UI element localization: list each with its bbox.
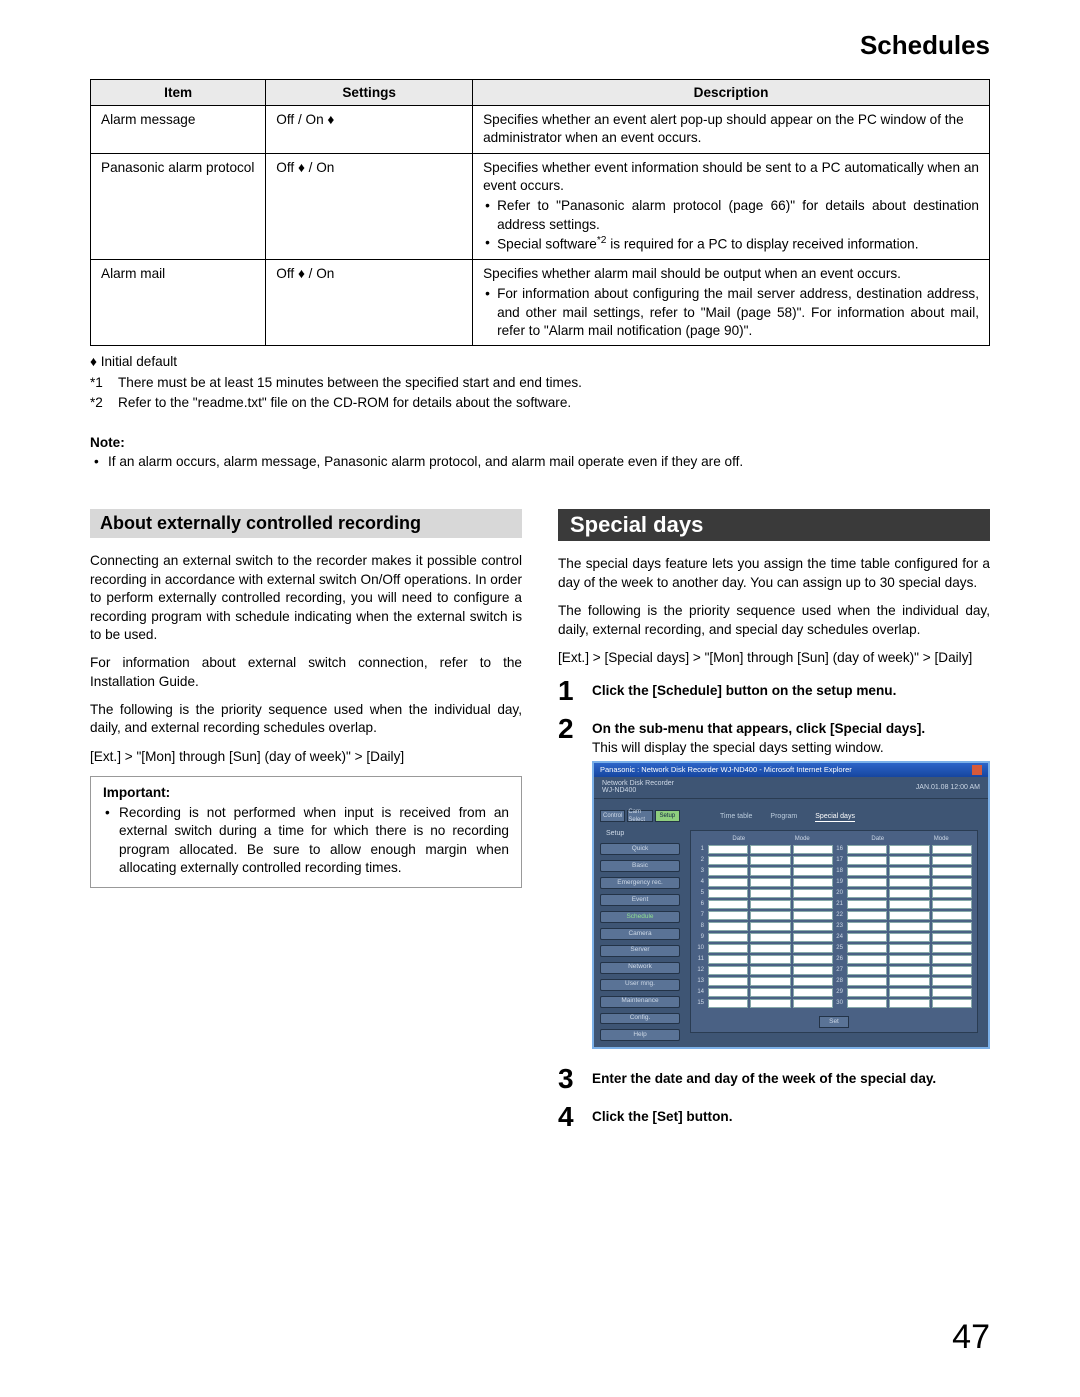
shot-tabs: Time table Program Special days [690, 810, 978, 824]
shot-side-btn: Quick [600, 843, 680, 855]
note-item: If an alarm occurs, alarm message, Panas… [90, 454, 990, 469]
table-row: Alarm mail Off ♦ / On Specifies whether … [91, 259, 990, 345]
shot-title: Panasonic : Network Disk Recorder WJ-ND4… [600, 765, 852, 775]
desc-bullet: For information about configuring the ma… [483, 285, 979, 340]
table-row: Alarm message Off / On ♦ Specifies wheth… [91, 106, 990, 154]
shot-btn: Cam Select [627, 810, 652, 822]
shot-grid: Date Mode Date Mode 11621731841952062172… [690, 830, 978, 1033]
close-icon [972, 765, 982, 775]
important-item: Recording is not performed when input is… [103, 804, 509, 877]
shot-btn: Control [600, 810, 625, 822]
page-title: Schedules [90, 30, 990, 61]
step-number: 1 [558, 677, 592, 705]
shot-btn: Setup [655, 810, 680, 822]
note-heading: Note: [90, 435, 990, 450]
paragraph: The following is the priority sequence u… [558, 602, 990, 639]
step-subtext: This will display the special days setti… [592, 740, 884, 755]
cell-desc: Specifies whether an event alert pop-up … [473, 106, 990, 154]
screenshot-special-days: Panasonic : Network Disk Recorder WJ-ND4… [592, 761, 990, 1050]
shot-side-btn: Camera [600, 928, 680, 940]
cell-desc: Specifies whether event information shou… [473, 153, 990, 259]
step-text: Click the [Schedule] button on the setup… [592, 683, 896, 698]
shot-model: WJ-ND400 [602, 787, 674, 795]
shot-tab: Special days [815, 812, 855, 822]
footnote-text: Refer to the "readme.txt" file on the CD… [118, 393, 571, 413]
footnote-mark: *1 [90, 373, 118, 393]
paragraph: The following is the priority sequence u… [90, 701, 522, 738]
shot-side-btn: Config. [600, 1013, 680, 1025]
desc-text: Specifies whether event information shou… [483, 159, 979, 196]
left-column: About externally controlled recording Co… [90, 509, 522, 1141]
cell-settings: Off ♦ / On [266, 259, 473, 345]
cell-settings: Off ♦ / On [266, 153, 473, 259]
footnote-diamond: ♦ Initial default [90, 352, 990, 372]
col-item: Item [91, 80, 266, 106]
grid-header: Mode [910, 835, 974, 843]
shot-brand: Network Disk Recorder [602, 780, 674, 788]
desc-text: Specifies whether an event alert pop-up … [483, 112, 964, 145]
page-number: 47 [952, 1318, 990, 1357]
grid-header: Date [846, 835, 910, 843]
shot-side-btn: Schedule [600, 911, 680, 923]
cell-desc: Specifies whether alarm mail should be o… [473, 259, 990, 345]
shot-side-btn: Emergency rec. [600, 877, 680, 889]
shot-side-btn: Basic [600, 860, 680, 872]
desc-bullet: Special software*2 is required for a PC … [483, 234, 979, 254]
shot-time: JAN.01.08 12:00 AM [916, 783, 980, 792]
cell-item: Alarm mail [91, 259, 266, 345]
important-box: Important: Recording is not performed wh… [90, 776, 522, 888]
grid-header: Date [707, 835, 771, 843]
paragraph: The special days feature lets you assign… [558, 555, 990, 592]
shot-side-btn: Server [600, 945, 680, 957]
grid-header: Mode [771, 835, 835, 843]
col-settings: Settings [266, 80, 473, 106]
shot-side-btn: Event [600, 894, 680, 906]
shot-set-button: Set [819, 1016, 849, 1028]
cell-item: Panasonic alarm protocol [91, 153, 266, 259]
paragraph: [Ext.] > "[Mon] through [Sun] (day of we… [90, 748, 522, 766]
footnotes: ♦ Initial default *1There must be at lea… [90, 352, 990, 413]
cell-settings: Off / On ♦ [266, 106, 473, 154]
shot-section: Setup [600, 829, 680, 838]
cell-item: Alarm message [91, 106, 266, 154]
desc-bullet: Refer to "Panasonic alarm protocol (page… [483, 197, 979, 234]
desc-text: Specifies whether alarm mail should be o… [483, 266, 901, 281]
settings-table: Item Settings Description Alarm message … [90, 79, 990, 346]
shot-side-btn: Maintenance [600, 996, 680, 1008]
shot-top-buttons: Control Cam Select Setup [600, 810, 680, 822]
paragraph: [Ext.] > [Special days] > "[Mon] through… [558, 649, 990, 667]
footnote-mark: *2 [90, 393, 118, 413]
shot-tab: Program [770, 812, 797, 821]
subsection-heading: About externally controlled recording [90, 509, 522, 538]
table-row: Panasonic alarm protocol Off ♦ / On Spec… [91, 153, 990, 259]
step-text: On the sub-menu that appears, click [Spe… [592, 721, 925, 736]
note-block: Note: If an alarm occurs, alarm message,… [90, 435, 990, 469]
shot-side-btn: Network [600, 962, 680, 974]
section-heading: Special days [558, 509, 990, 541]
footnote-text: There must be at least 15 minutes betwee… [118, 373, 582, 393]
step-number: 2 [558, 715, 592, 1049]
step-text: Click the [Set] button. [592, 1109, 732, 1124]
step-number: 4 [558, 1103, 592, 1131]
step-text: Enter the date and day of the week of th… [592, 1071, 936, 1086]
important-heading: Important: [103, 785, 509, 800]
shot-tab: Time table [720, 812, 752, 821]
steps-list: 1 Click the [Schedule] button on the set… [558, 677, 990, 1131]
paragraph: Connecting an external switch to the rec… [90, 552, 522, 644]
col-description: Description [473, 80, 990, 106]
shot-side-btn: Help [600, 1029, 680, 1041]
right-column: Special days The special days feature le… [558, 509, 990, 1141]
shot-side-btn: User mng. [600, 979, 680, 991]
paragraph: For information about external switch co… [90, 654, 522, 691]
step-number: 3 [558, 1065, 592, 1093]
